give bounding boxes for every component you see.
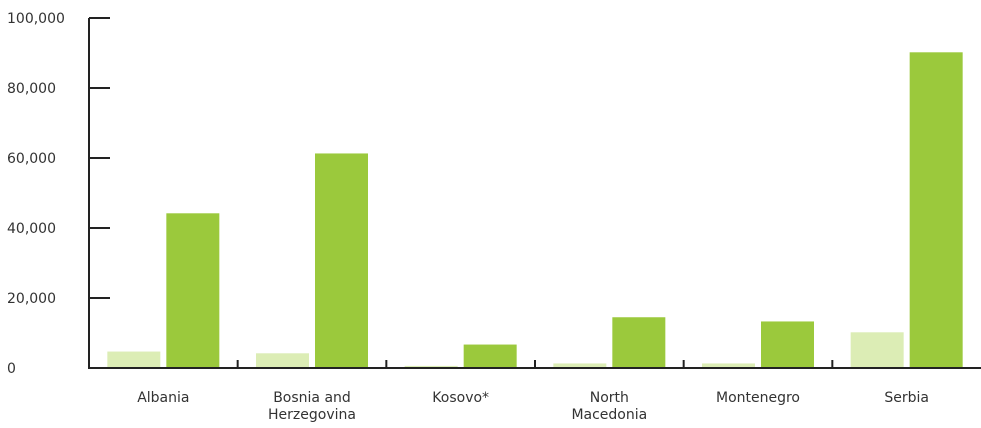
- bar-1: [850, 332, 904, 368]
- y-tick-label: 60,000: [7, 151, 56, 167]
- x-category-label: North Macedonia: [571, 390, 647, 423]
- y-axis-ticks: 0 20,000 40,000 60,000 80,000 100,000: [7, 11, 110, 377]
- x-category-label: Albania: [137, 390, 189, 406]
- bar-2: [315, 153, 368, 368]
- bar-1: [107, 351, 161, 368]
- x-category-label: Kosovo*: [432, 390, 489, 406]
- bar-1: [404, 365, 458, 368]
- y-tick-label: 0: [7, 361, 16, 377]
- y-tick-label: 100,000: [7, 11, 65, 27]
- bar-1: [553, 363, 607, 368]
- y-tick-label: 20,000: [7, 291, 56, 307]
- bar-1: [256, 353, 309, 368]
- y-tick-label: 40,000: [7, 221, 56, 237]
- axes: [88, 18, 981, 369]
- bar-2: [166, 213, 220, 368]
- x-category-label: Bosnia and Herzegovina: [268, 390, 356, 423]
- bars: [107, 52, 963, 369]
- y-tick-label: 80,000: [7, 81, 56, 97]
- bar-2: [463, 344, 517, 368]
- x-category-label: Montenegro: [716, 390, 800, 406]
- x-category-label: Serbia: [884, 390, 929, 406]
- bar-1: [702, 363, 755, 368]
- x-axis-categories: Albania Bosnia and Herzegovina Kosovo* North…: [137, 390, 929, 423]
- bar-2: [612, 317, 666, 368]
- bar-2: [909, 52, 963, 369]
- bar-2: [761, 321, 814, 368]
